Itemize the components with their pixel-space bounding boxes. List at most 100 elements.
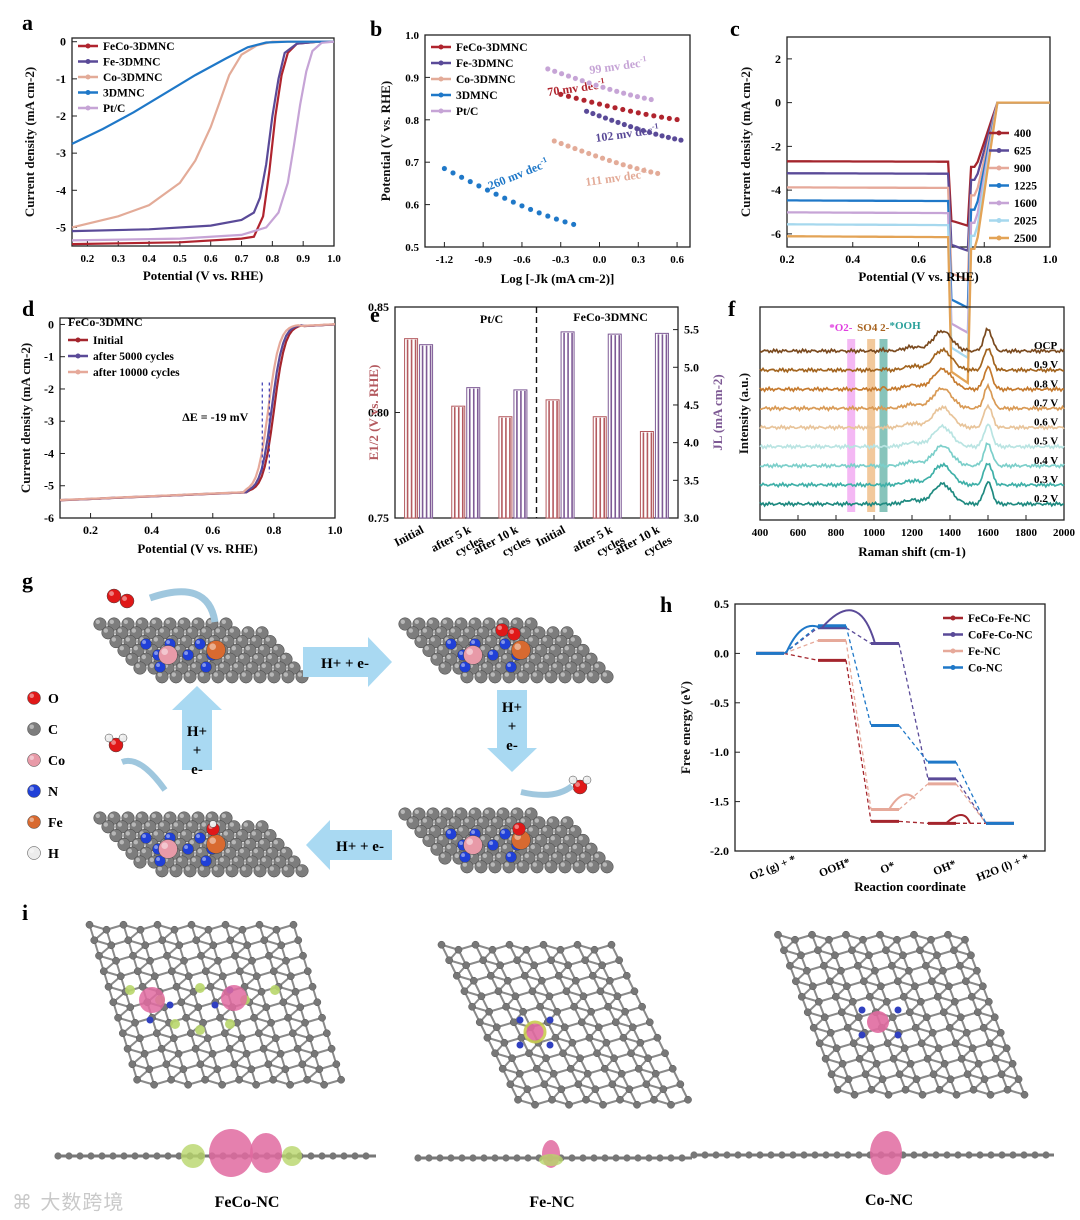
structure-co-c-atom xyxy=(899,992,908,1001)
arrow-up xyxy=(172,686,222,770)
chart-d-legend-1-marker xyxy=(75,353,81,359)
structure-fe-c-atom xyxy=(477,992,486,1001)
chart-e-right-ytick-label: 5.0 xyxy=(684,360,699,374)
structure-co-c-atom xyxy=(854,961,862,970)
chart-d-ytick-label: -5 xyxy=(44,479,54,493)
chart-f-band-label: SO4 2- xyxy=(857,322,889,334)
sheet-2-c-atom-shine xyxy=(462,672,468,677)
structure-co-c-atom xyxy=(928,1028,937,1037)
chart-h-barrier-fe xyxy=(888,793,916,811)
structure-co-c-atom xyxy=(884,1090,893,1099)
chart-f-series-0.6 V xyxy=(759,403,1065,432)
structure-feco-c-atom xyxy=(203,1034,212,1043)
side-fe-atom xyxy=(480,1154,488,1162)
sheet-1-n-atom xyxy=(140,638,152,650)
sheet-4-c-atom-shine xyxy=(135,857,140,862)
structure-co-c-atom xyxy=(882,946,890,955)
sheet-4-c-atom-shine xyxy=(243,822,248,827)
structure-feco-c-atom xyxy=(192,936,201,945)
structure-co-c-atom xyxy=(901,1085,910,1094)
side-fe-atom xyxy=(513,1154,521,1162)
fe-n-atom xyxy=(546,1041,554,1049)
structure-feco-c-atom xyxy=(255,920,264,929)
chart-b-slope-3DMNC: 260 mv dec-1 xyxy=(486,155,551,193)
sheet-4-c-atom-shine xyxy=(149,857,154,862)
sheet-3-n-atom-shine xyxy=(459,841,464,845)
structure-co-c-atom xyxy=(821,1054,830,1063)
structure-feco-c-atom xyxy=(313,998,322,1007)
chart-h-ytick-label: -0.5 xyxy=(710,696,729,710)
structure-co-c-atom xyxy=(979,982,987,991)
structure-feco-c-atom xyxy=(114,1013,122,1022)
panel-label-b: b xyxy=(370,16,382,41)
structure-co-c-atom xyxy=(968,1044,977,1053)
structure-feco-c-atom xyxy=(158,936,167,945)
structure-co-c-atom xyxy=(961,935,969,944)
structure-feco-c-atom xyxy=(265,951,273,960)
sheet-2-c-atom xyxy=(422,643,436,657)
sheet-2-c-atom-shine xyxy=(470,619,476,624)
chart-e-xlabel: Initial xyxy=(533,522,568,549)
structure-co-c-atom xyxy=(837,966,845,975)
o2-atom-shine xyxy=(109,591,115,596)
structure-fe-c-atom xyxy=(661,1049,669,1058)
structure-feco-c-atom xyxy=(119,920,128,929)
structure-fe-c-atom xyxy=(628,1023,637,1032)
chart-a-series-3DMNC xyxy=(71,40,334,145)
chart-f-xtick-label: 1600 xyxy=(977,527,1000,539)
chart-c-legend-3-label: 1225 xyxy=(1014,181,1037,193)
sheet-1-c-atom-shine xyxy=(237,637,242,642)
sheet-1-c-atom-shine xyxy=(189,645,194,651)
feco-density-pink xyxy=(139,987,165,1013)
structure-co-c-atom xyxy=(1002,1044,1011,1053)
structure-feco-c-atom xyxy=(145,1065,154,1074)
chart-a-legend-0-label: FeCo-3DMNC xyxy=(103,41,175,53)
sheet-1-n-atom-shine xyxy=(156,663,160,667)
sheet-3-c-atom-shine xyxy=(544,844,549,850)
chart-b-point-Pt/C xyxy=(572,75,579,82)
sheet-3-c-atom-shine xyxy=(422,818,428,823)
structure-co-c-atom xyxy=(883,1039,892,1048)
sheet-1-c-atom-shine xyxy=(213,672,218,677)
side-feco-atom xyxy=(351,1152,359,1160)
structure-fe-c-atom xyxy=(469,976,478,985)
sheet-3-c-atom-shine xyxy=(550,835,555,841)
side-co-atom xyxy=(954,1151,962,1159)
sheet-1-c-atom-shine xyxy=(145,628,150,633)
panel-label-c: c xyxy=(730,16,740,41)
chart-c-xtick-label: 0.4 xyxy=(845,252,860,266)
structure-feco-c-atom xyxy=(252,972,261,981)
structure-co-c-atom xyxy=(1014,1075,1023,1084)
sheet-2-c-atom-shine xyxy=(480,645,486,651)
structure-feco-c-atom xyxy=(226,936,235,945)
structure-co-c-atom xyxy=(865,992,874,1001)
h2o-h-atom xyxy=(104,733,114,743)
side-co-atom xyxy=(822,1151,830,1159)
structure-fe-c-atom xyxy=(579,992,588,1001)
sheet-2-c-atom-shine xyxy=(498,619,504,624)
structure-feco-c-atom xyxy=(146,956,154,965)
sheet-4-c-atom-shine xyxy=(257,822,263,827)
structure-feco-c-atom xyxy=(252,1080,260,1089)
sheet-4-c-atom-shine xyxy=(237,831,242,836)
structure-co-c-atom xyxy=(984,997,993,1006)
sheet-3-n-atom xyxy=(487,839,499,851)
chart-b-point-3DMNC xyxy=(458,174,465,181)
sheet-4-c-atom-shine xyxy=(197,848,202,854)
structure-feco-c-atom xyxy=(213,1065,222,1074)
sheet-4-c-atom-shine xyxy=(253,848,258,854)
sheet-4-c-atom-shine xyxy=(223,831,228,836)
chart-c-xtick-label: 0.6 xyxy=(911,252,926,266)
structure-co-c-atom xyxy=(808,930,816,939)
chart-a-legend-2-label: Co-3DMNC xyxy=(103,72,162,84)
structure-feco-c-atom xyxy=(208,1049,217,1058)
structure-feco-c-atom xyxy=(174,1049,183,1058)
sheet-4-n-atom-shine xyxy=(154,845,158,849)
structure-feco-c-atom xyxy=(289,920,298,929)
structure-feco-c-atom xyxy=(169,1034,178,1043)
sheet-2-c-atom xyxy=(558,670,572,684)
structure-co-c-atom xyxy=(843,1023,852,1032)
sheet-4-c-atom-shine xyxy=(173,822,178,827)
sheet-3-c-atom-shine xyxy=(456,809,462,814)
chart-f: 400 600 800 1000 1200 1400 1600 1800 2000 *O2- SO4… xyxy=(736,306,1076,559)
